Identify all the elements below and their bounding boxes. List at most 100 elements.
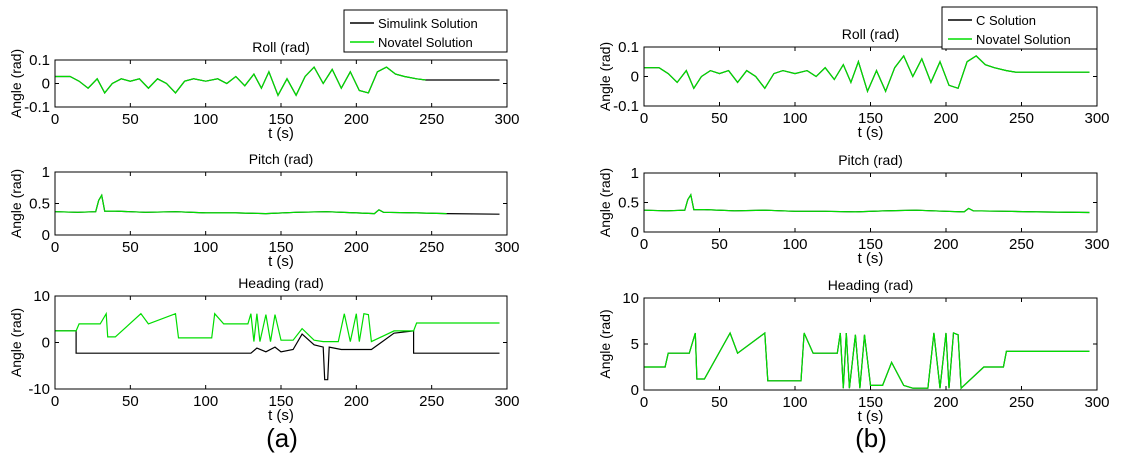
x-tick-label: 200 [933, 394, 958, 411]
y-tick-label: 0.5 [618, 195, 639, 212]
chart-title: Pitch (rad) [838, 152, 903, 168]
caption-b: (b) [855, 423, 887, 453]
legend-label-2: Novatel Solution [378, 35, 473, 50]
legend-label-1: Simulink Solution [378, 16, 478, 31]
x-tick-label: 200 [344, 393, 369, 410]
y-tick-label: 0 [631, 69, 639, 86]
x-tick-label: 50 [711, 110, 728, 127]
series-line-1 [644, 331, 1090, 390]
x-tick-label: 100 [782, 394, 807, 411]
y-axis-label: Angle (rad) [597, 42, 613, 111]
series-group [644, 193, 1090, 214]
y-tick-label: 1 [42, 164, 50, 181]
legend-box [941, 6, 1098, 50]
x-tick-label: 250 [419, 239, 444, 256]
x-tick-label: 150 [268, 239, 293, 256]
x-tick-label: 100 [782, 236, 807, 253]
y-tick-label: -10 [28, 381, 50, 398]
x-tick-label: 0 [51, 239, 59, 256]
x-axis-label: t (s) [858, 250, 884, 267]
x-tick-label: 150 [858, 394, 883, 411]
legend: Simulink Solution Novatel Solution [343, 9, 508, 53]
x-tick-label: 300 [1084, 394, 1109, 411]
axes-box [643, 172, 1098, 233]
series-line-2 [55, 193, 447, 215]
x-tick-label: 250 [419, 393, 444, 410]
y-tick-label: 0 [631, 382, 639, 399]
series-line-2 [55, 311, 500, 343]
x-tick-label: 50 [122, 239, 139, 256]
legend-label-2: Novatel Solution [976, 32, 1071, 47]
x-tick-label: 50 [122, 111, 139, 128]
x-tick-label: 0 [640, 236, 648, 253]
x-axis-label: t (s) [858, 124, 884, 141]
y-tick-label: 0 [42, 76, 50, 93]
y-tick-label: -0.1 [24, 99, 50, 116]
x-axis-label: t (s) [268, 253, 294, 270]
x-tick-label: 300 [1084, 110, 1109, 127]
chart-a-pitch: 0 50 100 150 200 250 300 0 0.5 1 Pitch (rad) t (s) A… [8, 151, 520, 270]
x-tick-label: 0 [51, 111, 59, 128]
legend-label-1: C Solution [976, 13, 1036, 28]
x-tick-label: 0 [640, 110, 648, 127]
series-group [644, 54, 1090, 94]
x-tick-label: 250 [1009, 236, 1034, 253]
x-tick-label: 250 [1009, 110, 1034, 127]
x-tick-label: 300 [494, 393, 519, 410]
x-tick-label: 50 [122, 393, 139, 410]
y-tick-label: 0.1 [618, 39, 639, 56]
axes-box [643, 297, 1098, 391]
caption-a: (a) [266, 423, 298, 453]
series-line-1 [55, 66, 500, 97]
chart-b-heading: 0 50 100 150 200 250 300 0 5 10 Heading (rad) t (s)… [597, 277, 1110, 425]
series-line-2 [55, 66, 426, 97]
chart-title: Pitch (rad) [249, 151, 314, 167]
x-tick-label: 300 [1084, 236, 1109, 253]
x-axis-label: t (s) [268, 407, 294, 424]
axes-box [643, 46, 1098, 107]
x-tick-label: 150 [858, 110, 883, 127]
x-tick-label: 300 [494, 239, 519, 256]
chart-title: Roll (rad) [252, 39, 310, 55]
chart-b-pitch: 0 50 100 150 200 250 300 0 0.5 1 Pitch (rad) t (s) A… [597, 152, 1110, 267]
x-tick-label: 100 [193, 111, 218, 128]
axes-box [54, 295, 508, 390]
y-axis-label: Angle (rad) [8, 308, 24, 377]
series-group [55, 66, 500, 97]
x-tick-label: 100 [782, 110, 807, 127]
y-tick-label: 0.5 [29, 196, 50, 213]
x-tick-label: 250 [419, 111, 444, 128]
y-tick-label: 1 [631, 165, 639, 182]
axes-box [54, 59, 508, 108]
x-tick-label: 100 [193, 239, 218, 256]
y-tick-label: 0 [631, 224, 639, 241]
series-group [55, 311, 500, 381]
x-tick-label: 200 [933, 110, 958, 127]
x-tick-label: 150 [858, 236, 883, 253]
legend: C Solution Novatel Solution [941, 6, 1098, 50]
x-tick-label: 250 [1009, 394, 1034, 411]
series-line-1 [55, 330, 500, 381]
y-tick-label: 0.1 [29, 52, 50, 69]
x-axis-label: t (s) [268, 125, 294, 142]
x-tick-label: 200 [344, 239, 369, 256]
x-tick-label: 150 [268, 393, 293, 410]
x-tick-label: 200 [344, 111, 369, 128]
series-line-2 [644, 193, 1090, 214]
y-axis-label: Angle (rad) [8, 49, 24, 118]
chart-title: Heading (rad) [828, 277, 914, 293]
x-axis-label: t (s) [858, 408, 884, 425]
y-tick-label: 5 [631, 336, 639, 353]
chart-title: Heading (rad) [238, 275, 324, 291]
series-line-2 [644, 54, 1090, 94]
x-tick-label: 50 [711, 394, 728, 411]
y-tick-label: 0 [42, 335, 50, 352]
x-tick-label: 0 [51, 393, 59, 410]
axes-box [54, 171, 508, 236]
series-group [644, 331, 1090, 390]
series-line-2 [644, 331, 1090, 390]
